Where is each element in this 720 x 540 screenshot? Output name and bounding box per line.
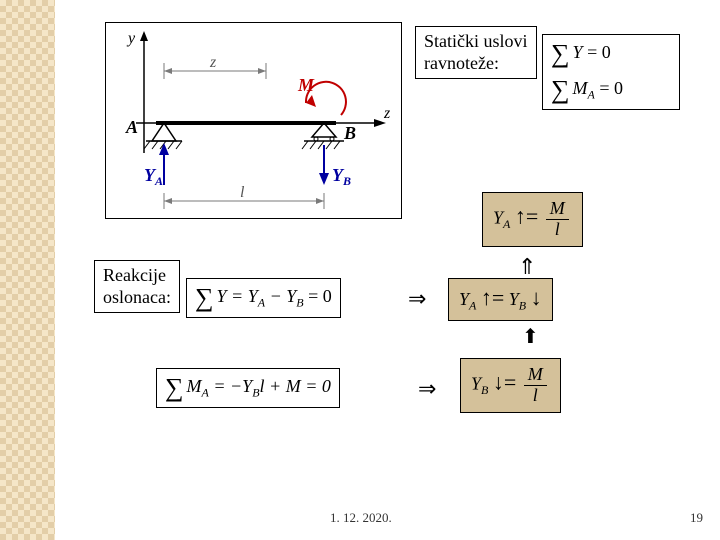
y-axis-label: y: [126, 30, 136, 47]
point-a-label: A: [125, 117, 138, 137]
result-ya-eq-yb-box: YA ↑= YB ↓: [448, 278, 553, 321]
reactions-line2: oslonaca:: [103, 287, 171, 307]
up-arrow-icon: ↑=: [515, 203, 538, 228]
point-b-label: B: [343, 123, 356, 143]
title-line1: Statički uslovi: [424, 31, 528, 51]
implies-right-icon-1: ⇒: [408, 286, 426, 312]
eq-sum-y-full: ∑Y = YA − YB = 0: [186, 278, 341, 318]
beam-svg: y z M A B YA: [106, 23, 401, 218]
z-dim-label: z: [209, 54, 217, 71]
eq-sum-y: ∑Y = 0: [551, 39, 671, 69]
footer-date: 1. 12. 2020.: [330, 510, 392, 526]
title-line2: ravnoteže:: [424, 53, 499, 73]
left-pattern-strip: [0, 0, 55, 540]
static-equations-box: ∑Y = 0 ∑MA = 0: [542, 34, 680, 110]
ya-label: YA: [144, 165, 163, 188]
down-arrow-icon: ↓: [531, 285, 542, 310]
reactions-title: Reakcije oslonaca:: [94, 260, 180, 313]
reactions-line1: Reakcije: [103, 265, 166, 285]
thick-up-arrow-icon: ⬆: [522, 324, 539, 349]
implies-up-icon: ⇑: [518, 254, 536, 280]
beam-diagram: y z M A B YA: [105, 22, 402, 219]
implies-right-icon-2: ⇒: [418, 376, 436, 402]
yb-label: YB: [332, 165, 351, 188]
static-conditions-title: Statički uslovi ravnoteže:: [415, 26, 537, 79]
result-yb-box: YB ↓= Ml: [460, 358, 561, 413]
l-dim-label: l: [240, 184, 245, 201]
up-arrow-icon-2: ↑=: [481, 285, 504, 310]
down-arrow-icon-2: ↓=: [493, 369, 516, 394]
eq-sum-ma: ∑MA = 0: [551, 75, 671, 105]
moment-label: M: [297, 75, 315, 95]
z-axis-label: z: [383, 105, 391, 122]
result-ya-box: YA ↑= Ml: [482, 192, 583, 247]
footer-page-number: 19: [690, 510, 703, 526]
eq-sum-m-full: ∑MA = −YBl + M = 0: [156, 368, 340, 408]
